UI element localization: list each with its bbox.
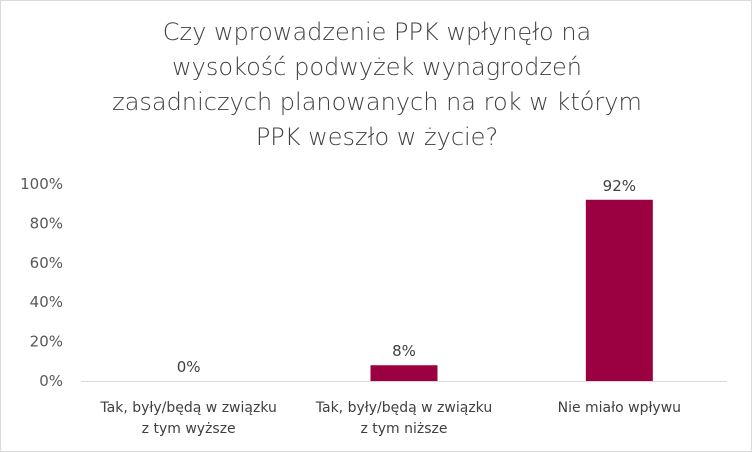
data-labels: 0% 8% 92% (177, 177, 636, 376)
bar (370, 365, 438, 381)
bars (370, 199, 653, 381)
y-tick-label: 20% (30, 333, 63, 351)
data-label: 8% (392, 342, 416, 360)
category-label: z tym niższe (360, 421, 447, 437)
chart-title: Czy wprowadzenie PPK wpłynęło na wysokość… (97, 15, 657, 155)
category-label: Tak, były/będą w związku (99, 400, 276, 416)
data-label: 0% (177, 358, 201, 376)
category-label: Tak, były/będą w związku (315, 400, 492, 416)
y-axis-ticks: 0% 20% 40% 60% 80% 100% (20, 175, 63, 390)
chart-title-line: Czy wprowadzenie PPK wpłynęło na (162, 18, 592, 46)
y-tick-label: 60% (30, 254, 63, 272)
category-label: Nie miało wpływu (558, 400, 681, 416)
category-label: z tym wyższe (142, 421, 236, 437)
data-label: 92% (603, 177, 636, 195)
chart-title-line: wysokość podwyżek wynagrodzeń (172, 53, 582, 81)
chart-title-line: PPK weszło w życie? (255, 123, 499, 151)
y-tick-label: 80% (30, 214, 63, 232)
chart-title-line: zasadniczych planowanych na rok w którym (112, 88, 642, 116)
y-tick-label: 0% (39, 372, 63, 390)
category-labels: Tak, były/będą w związku z tym wyższe Tak,… (99, 400, 681, 437)
bar (585, 199, 653, 381)
y-tick-label: 40% (30, 293, 63, 311)
y-tick-label: 100% (20, 175, 63, 193)
